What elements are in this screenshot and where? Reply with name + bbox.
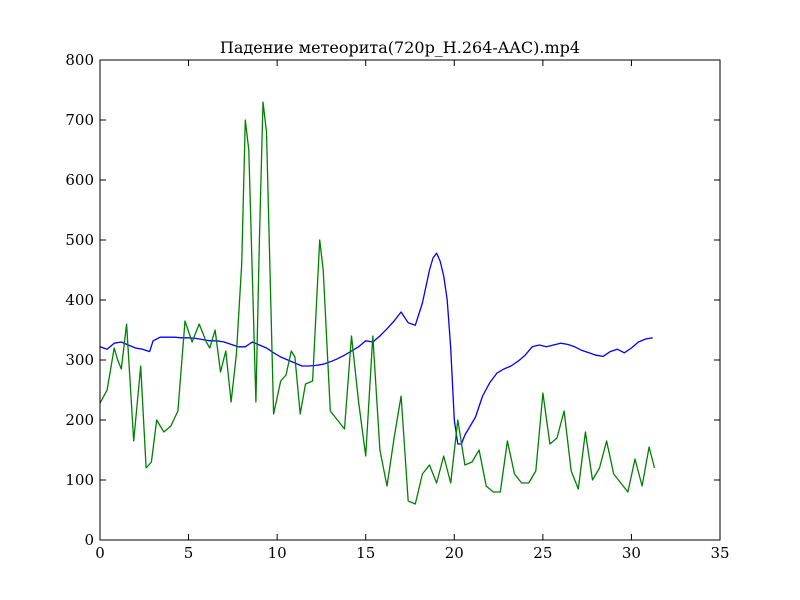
x-tick-label: 10 xyxy=(268,544,287,562)
x-tick-label: 20 xyxy=(445,544,464,562)
x-tick-label: 0 xyxy=(95,544,105,562)
x-tick-label: 35 xyxy=(710,544,729,562)
axes-layer: 0 5 10 15 20 25 30 35 0 100 200 300 400 500 600 700 800 xyxy=(65,51,729,562)
chart-title: Падение метеорита(720p_H.264-AAC).mp4 xyxy=(220,38,580,57)
plot-frame xyxy=(99,59,721,541)
y-tick-label: 200 xyxy=(65,411,94,429)
y-tick-label: 800 xyxy=(65,51,94,69)
y-tick-label: 600 xyxy=(65,171,94,189)
x-tick-label: 5 xyxy=(184,544,194,562)
series-layer xyxy=(99,101,656,505)
series-line-green xyxy=(99,101,656,505)
y-tick-label: 300 xyxy=(65,351,94,369)
x-tick-label: 30 xyxy=(622,544,641,562)
y-tick-label: 400 xyxy=(65,291,94,309)
series-line-blue xyxy=(99,252,653,445)
x-tick-label: 15 xyxy=(356,544,375,562)
y-tick-label: 0 xyxy=(84,531,94,549)
y-tick-label: 700 xyxy=(65,111,94,129)
y-tick-label: 500 xyxy=(65,231,94,249)
x-tick-label: 25 xyxy=(533,544,552,562)
y-tick-label: 100 xyxy=(65,471,94,489)
